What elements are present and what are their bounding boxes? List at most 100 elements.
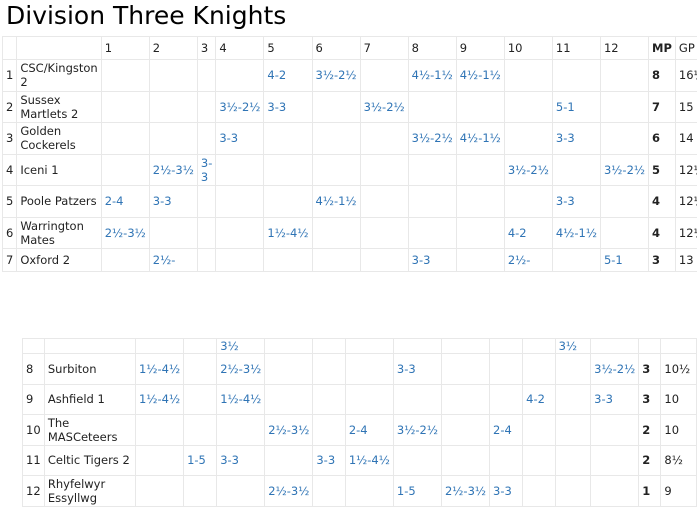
- score-cell: 3-3: [590, 383, 640, 415]
- score-cell: [599, 185, 650, 218]
- game-points: 10½: [660, 353, 697, 385]
- row-number: 10: [22, 414, 45, 446]
- team-name: Sussex Martlets 2: [16, 90, 102, 123]
- score-cell: 3-3: [312, 444, 346, 476]
- continuation-cell: 3½: [554, 338, 592, 354]
- score-cell: [554, 353, 592, 385]
- score-cell: 1-5: [183, 444, 218, 476]
- score-cell: [551, 59, 601, 92]
- score-cell: [196, 122, 217, 155]
- continuation-cell: 3½: [216, 338, 266, 354]
- table-row: 3 Golden Cockerels 3-3 3½-2½ 4½-1½ 3-3 6 14: [1, 122, 697, 155]
- score-cell: [183, 383, 218, 415]
- score-cell: [312, 353, 346, 385]
- match-points: 3: [638, 383, 662, 415]
- score-cell: [392, 383, 442, 415]
- score-cell: 3½-2½: [599, 153, 650, 186]
- table-row: 2 Sussex Martlets 2 3½-2½ 3-3 3½-2½ 5-1 7 15: [1, 90, 697, 123]
- score-cell: [263, 122, 313, 155]
- row-number: 5: [1, 185, 18, 218]
- score-cell: [196, 59, 217, 92]
- header-team-blank: [16, 36, 102, 60]
- row-number: 1: [1, 59, 18, 92]
- score-cell: [590, 414, 640, 446]
- score-cell: 1½-4½: [344, 444, 394, 476]
- continuation-cell: [264, 338, 314, 354]
- score-cell: 3½-2½: [503, 153, 553, 186]
- score-cell: 3-3: [215, 122, 265, 155]
- score-cell: [455, 216, 505, 249]
- score-cell: [135, 414, 185, 446]
- score-cell: 1½-4½: [135, 353, 185, 385]
- score-cell: 4½-1½: [311, 185, 361, 218]
- match-points: 2: [638, 444, 662, 476]
- score-cell: 2-4: [489, 414, 524, 446]
- score-cell: [148, 216, 198, 249]
- column-header-mp: MP: [648, 36, 676, 60]
- team-name: Iceni 1: [16, 153, 102, 186]
- score-cell: 3½-2½: [311, 59, 361, 92]
- score-cell: 2½-3½: [100, 216, 150, 249]
- score-cell: [263, 185, 313, 218]
- table-row: 9 Ashfield 1 1½-4½ 1½-4½ 4-2 3-3 3 10: [22, 383, 697, 415]
- score-cell: [407, 185, 457, 218]
- score-cell: [215, 185, 265, 218]
- score-cell: 2-4: [100, 185, 150, 218]
- score-cell: [551, 248, 601, 272]
- score-cell: [359, 153, 409, 186]
- score-cell: [196, 90, 217, 123]
- score-cell: 3-3: [263, 90, 313, 123]
- row-number: 11: [22, 444, 45, 476]
- score-cell: [263, 153, 313, 186]
- score-cell: 1½-4½: [263, 216, 313, 249]
- score-cell: [455, 153, 505, 186]
- row-number: 7: [1, 248, 18, 272]
- score-cell: 3-3: [551, 185, 601, 218]
- score-cell: 2½-3½: [264, 414, 314, 446]
- score-cell: [599, 59, 650, 92]
- team-name: Rhyfelwyr Essyllwg: [43, 475, 137, 507]
- score-cell: [215, 216, 265, 249]
- score-cell: [100, 153, 150, 186]
- score-cell: 3-3: [148, 185, 198, 218]
- score-cell: [344, 475, 394, 507]
- row-number: 6: [1, 216, 18, 249]
- score-cell: [264, 383, 314, 415]
- column-header-gp: GP: [674, 36, 697, 60]
- game-points: 9: [660, 475, 697, 507]
- score-cell: 1½-4½: [135, 383, 185, 415]
- score-cell: [183, 353, 218, 385]
- score-cell: [311, 153, 361, 186]
- score-cell: [100, 59, 150, 92]
- score-cell: 3-3: [392, 353, 442, 385]
- score-cell: [554, 383, 592, 415]
- score-cell: 5-1: [599, 248, 650, 272]
- score-cell: [183, 414, 218, 446]
- game-points: 8½: [660, 444, 697, 476]
- game-points: 12½: [674, 216, 697, 249]
- score-cell: [590, 444, 640, 476]
- team-name: Golden Cockerels: [16, 122, 102, 155]
- score-cell: [311, 122, 361, 155]
- column-header-4: 4: [215, 36, 265, 60]
- column-header-7: 7: [359, 36, 409, 60]
- score-cell: [148, 59, 198, 92]
- row-number: 9: [22, 383, 45, 415]
- continuation-cell: [392, 338, 442, 354]
- score-cell: [100, 248, 150, 272]
- table-row: 12 Rhyfelwyr Essyllwg 2½-3½ 1-5 2½-3½ 3-3 1 9: [22, 475, 697, 507]
- score-cell: [590, 475, 640, 507]
- score-cell: [215, 153, 265, 186]
- table-row: 8 Surbiton 1½-4½ 2½-3½ 3-3 3½-2½ 3 10½: [22, 353, 697, 385]
- score-cell: [455, 248, 505, 272]
- column-header-5: 5: [263, 36, 313, 60]
- match-points: 3: [648, 248, 676, 272]
- score-cell: [599, 216, 650, 249]
- score-cell: [503, 59, 553, 92]
- score-cell: [455, 185, 505, 218]
- score-cell: [359, 216, 409, 249]
- score-cell: 2-4: [344, 414, 394, 446]
